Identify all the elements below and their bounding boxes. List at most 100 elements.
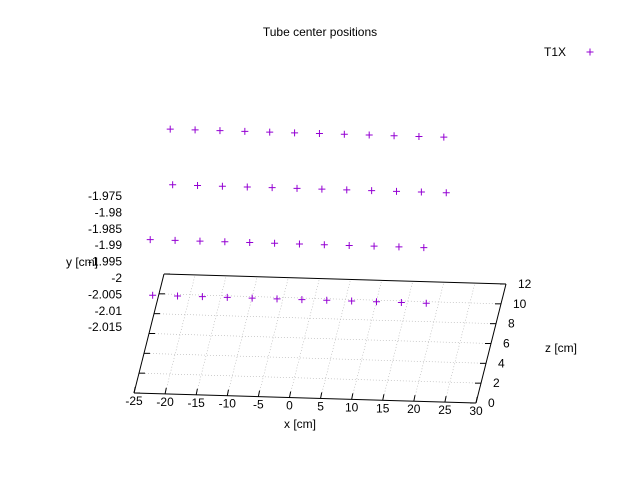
- x-tick-label: 0: [286, 399, 293, 413]
- x-tick-mark: [351, 393, 354, 400]
- data-point: [149, 291, 157, 299]
- data-point: [169, 181, 177, 189]
- grid-line-z: [148, 333, 492, 344]
- x-tick-label: -20: [156, 395, 174, 409]
- data-point: [393, 187, 401, 195]
- x-tick-label: 25: [438, 403, 452, 417]
- data-point: [323, 296, 331, 304]
- grid-line-x: [258, 277, 289, 397]
- data-point: [440, 133, 448, 141]
- y-tick-label: -2: [111, 271, 122, 285]
- data-point: [295, 240, 303, 248]
- data-point: [348, 297, 356, 305]
- y-tick-label: -1.99: [95, 238, 123, 252]
- data-point: [291, 129, 299, 137]
- grid-line-z: [143, 353, 487, 364]
- data-point: [216, 127, 224, 135]
- data-point: [415, 132, 423, 140]
- grid-line-z: [153, 313, 497, 324]
- grid-line-z: [138, 372, 482, 384]
- data-point: [271, 239, 279, 247]
- data-point: [343, 186, 351, 194]
- x-tick-mark: [475, 396, 478, 404]
- data-point: [266, 128, 274, 136]
- data-point: [397, 298, 405, 306]
- x-axis-line: [133, 392, 477, 404]
- data-point: [248, 294, 256, 302]
- x-tick-label: -15: [188, 396, 206, 410]
- y-tick-label: -2.01: [95, 304, 123, 318]
- data-point: [420, 244, 428, 252]
- grid-line-z: [158, 293, 502, 305]
- data-point: [146, 236, 154, 244]
- z-tick-label: 2: [493, 376, 500, 390]
- x-tick-label: 15: [376, 401, 390, 415]
- data-point: [340, 130, 348, 138]
- y-tick-label: -2.005: [88, 287, 122, 301]
- back-axis-line: [163, 273, 507, 285]
- data-point: [373, 298, 381, 306]
- data-point: [218, 182, 226, 190]
- data-point: [320, 241, 328, 249]
- x-tick-label: 5: [317, 399, 324, 413]
- x-tick-label: 30: [469, 404, 483, 418]
- x-tick-mark: [413, 395, 416, 402]
- x-tick-label: -5: [253, 398, 264, 412]
- x-tick-mark: [444, 395, 447, 403]
- data-point: [293, 184, 301, 192]
- data-point: [174, 292, 182, 300]
- data-point: [243, 183, 251, 191]
- z-axis-label: z [cm]: [545, 341, 577, 355]
- data-point: [318, 185, 326, 193]
- data-point: [268, 184, 276, 192]
- x-tick-label: 10: [345, 400, 359, 414]
- grid-line-x: [351, 280, 382, 400]
- data-point: [442, 189, 450, 197]
- data-point: [171, 236, 179, 244]
- y-tick-label: -2.015: [88, 320, 122, 334]
- data-point: [194, 181, 202, 189]
- grid-line-x: [289, 278, 320, 398]
- x-tick-mark: [164, 387, 167, 395]
- y-tick-label: -1.975: [88, 189, 122, 203]
- data-point: [198, 293, 206, 301]
- data-point: [241, 127, 249, 135]
- z-tick-label: 12: [518, 277, 532, 291]
- data-point: [246, 239, 254, 247]
- data-point: [395, 243, 403, 251]
- grid-line-x: [382, 281, 414, 401]
- grid-line-x: [164, 274, 196, 394]
- x-tick-mark: [226, 389, 229, 396]
- x-tick-label: -10: [219, 397, 237, 411]
- data-point: [368, 187, 376, 195]
- z-tick-label: 4: [498, 356, 505, 370]
- x-tick-label: -25: [125, 394, 143, 408]
- x-tick-mark: [133, 386, 136, 394]
- data-point: [166, 125, 174, 133]
- x-tick-mark: [195, 388, 198, 395]
- data-point: [390, 132, 398, 140]
- y-tick-label: -1.985: [88, 222, 122, 236]
- grid-line-x: [195, 275, 227, 395]
- y-tick-label: -1.995: [88, 255, 122, 269]
- grid-line-x: [444, 283, 476, 403]
- y-axis-label: y [cm]: [66, 255, 98, 269]
- x-tick-mark: [320, 392, 323, 399]
- legend-label: T1X: [544, 45, 566, 59]
- x-tick-label: 20: [407, 402, 421, 416]
- x-tick-mark: [288, 391, 292, 398]
- data-point: [417, 188, 425, 196]
- data-point: [298, 296, 306, 304]
- z-tick-label: 6: [503, 337, 510, 351]
- data-point: [370, 242, 378, 250]
- data-point: [196, 237, 204, 245]
- data-point: [273, 295, 281, 303]
- data-point: [345, 241, 353, 249]
- chart-title: Tube center positions: [263, 25, 377, 39]
- z-tick-label: 8: [508, 317, 515, 331]
- x-tick-mark: [257, 390, 261, 397]
- x-tick-mark: [382, 394, 385, 401]
- x-axis-label: x [cm]: [284, 417, 316, 431]
